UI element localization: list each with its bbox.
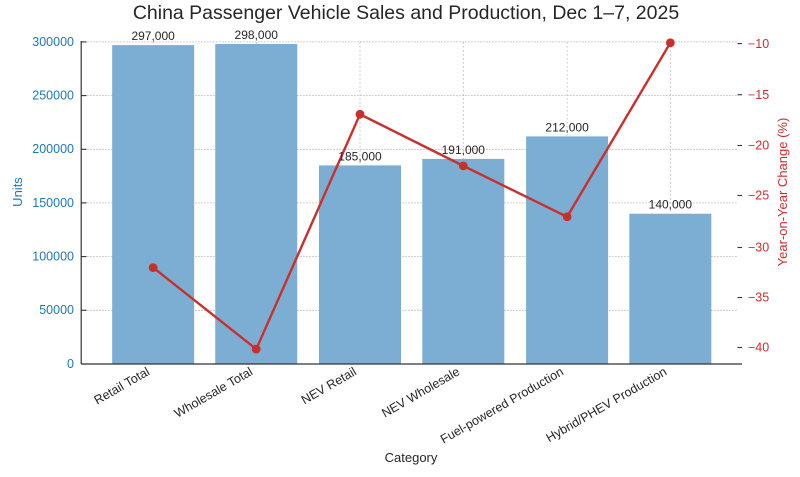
svg-text:−25: −25 — [748, 189, 769, 203]
svg-text:Category: Category — [385, 450, 438, 465]
svg-text:140,000: 140,000 — [649, 198, 693, 212]
svg-text:100000: 100000 — [32, 250, 74, 264]
svg-text:200000: 200000 — [32, 142, 74, 156]
svg-text:298,000: 298,000 — [235, 28, 279, 42]
svg-text:−30: −30 — [748, 241, 769, 255]
svg-text:191,000: 191,000 — [442, 143, 486, 157]
svg-text:−15: −15 — [748, 88, 769, 102]
svg-text:Year-on-Year Change (%): Year-on-Year Change (%) — [775, 118, 790, 267]
svg-text:−35: −35 — [748, 291, 769, 305]
svg-text:300000: 300000 — [32, 35, 74, 49]
svg-text:185,000: 185,000 — [338, 149, 382, 163]
svg-text:50000: 50000 — [39, 303, 74, 317]
svg-text:0: 0 — [67, 357, 74, 371]
svg-text:China Passenger Vehicle Sales: China Passenger Vehicle Sales and Produc… — [133, 2, 680, 24]
svg-text:212,000: 212,000 — [545, 120, 589, 134]
svg-text:Units: Units — [10, 177, 25, 207]
svg-text:150000: 150000 — [32, 196, 74, 210]
svg-text:250000: 250000 — [32, 89, 74, 103]
svg-text:−40: −40 — [748, 341, 769, 355]
svg-text:−20: −20 — [748, 139, 769, 153]
svg-text:−10: −10 — [748, 37, 769, 51]
svg-text:297,000: 297,000 — [131, 29, 175, 43]
